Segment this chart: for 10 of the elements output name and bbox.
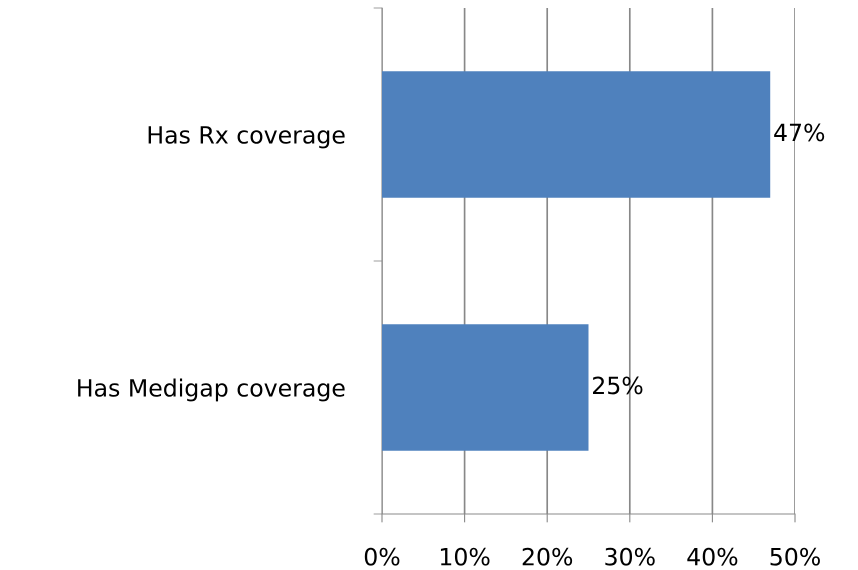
x-tick-label: 0% <box>364 548 400 566</box>
y-tick-label: Has Medigap coverage <box>78 378 345 402</box>
x-tick-label: 10% <box>440 548 490 566</box>
x-tick-label: 40% <box>687 548 738 566</box>
data-label: 25% <box>593 376 642 394</box>
x-tick-label: 30% <box>605 548 655 566</box>
y-tick-label: Has Rx coverage <box>148 126 345 148</box>
data-label: 47% <box>774 123 824 142</box>
x-tick-label: 20% <box>522 548 572 566</box>
x-tick-label: 50% <box>770 548 820 566</box>
